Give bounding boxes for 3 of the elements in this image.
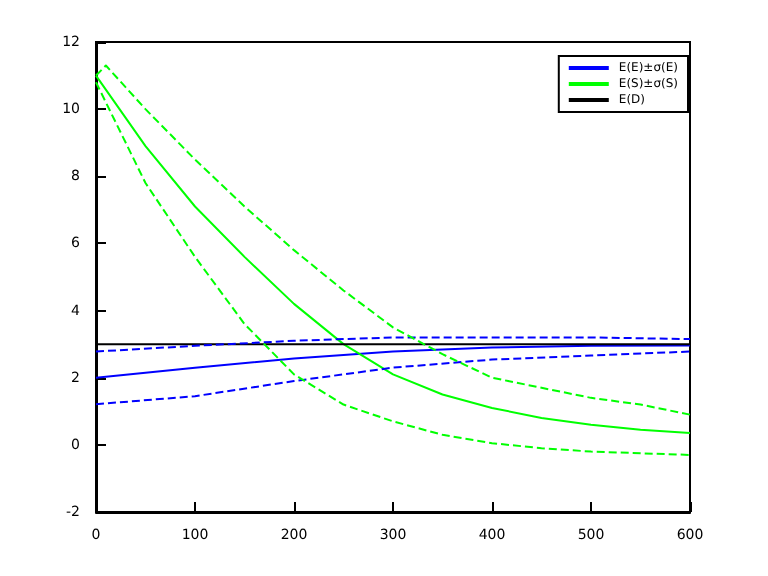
line-series <box>95 350 691 406</box>
line-series <box>95 344 691 379</box>
line-series <box>95 336 691 353</box>
